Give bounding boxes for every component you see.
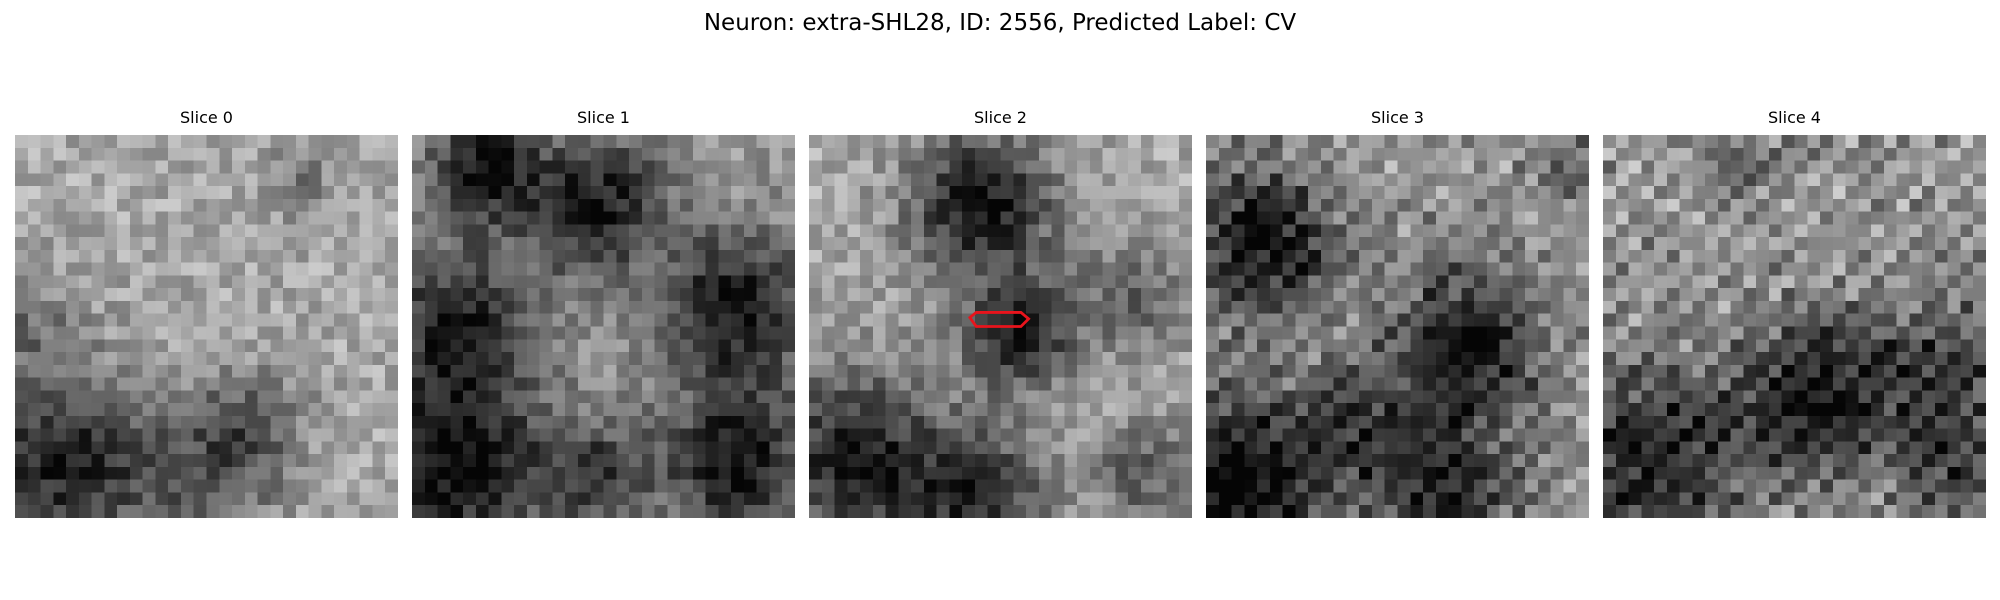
slice-panel-3: Slice 3 [1206, 108, 1589, 518]
slice-panel-1: Slice 1 [412, 108, 795, 518]
slice-title-0: Slice 0 [15, 108, 398, 128]
slice-image-4 [1603, 135, 1986, 518]
slice-image-1 [412, 135, 795, 518]
slice-image-2 [809, 135, 1192, 518]
slice-title-2: Slice 2 [809, 108, 1192, 128]
figure-title: Neuron: extra-SHL28, ID: 2556, Predicted… [0, 8, 2000, 38]
slice-panel-4: Slice 4 [1603, 108, 1986, 518]
slice-title-3: Slice 3 [1206, 108, 1589, 128]
slice-title-1: Slice 1 [412, 108, 795, 128]
slice-panel-0: Slice 0 [15, 108, 398, 518]
slice-image-3 [1206, 135, 1589, 518]
slice-image-0 [15, 135, 398, 518]
slice-panel-2: Slice 2 [809, 108, 1192, 518]
slice-title-4: Slice 4 [1603, 108, 1986, 128]
